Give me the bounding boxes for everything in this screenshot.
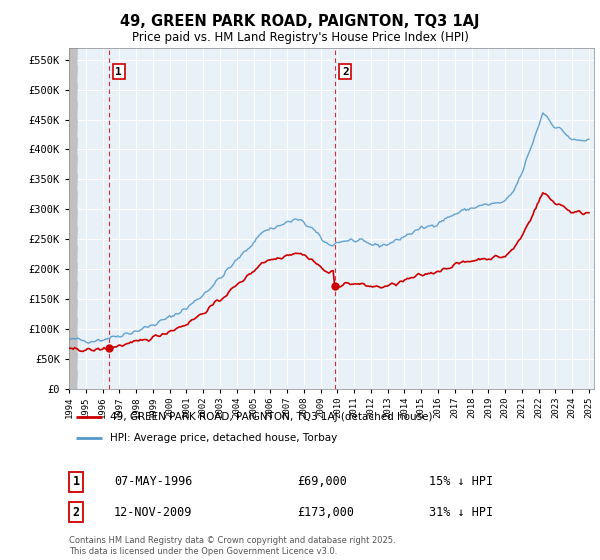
Text: 1: 1 (73, 475, 80, 488)
Text: £173,000: £173,000 (297, 506, 354, 519)
Text: 12-NOV-2009: 12-NOV-2009 (114, 506, 193, 519)
Text: 49, GREEN PARK ROAD, PAIGNTON, TQ3 1AJ: 49, GREEN PARK ROAD, PAIGNTON, TQ3 1AJ (120, 14, 480, 29)
Text: 07-MAY-1996: 07-MAY-1996 (114, 475, 193, 488)
Text: 1: 1 (115, 67, 122, 77)
Text: 2: 2 (73, 506, 80, 519)
Text: 15% ↓ HPI: 15% ↓ HPI (429, 475, 493, 488)
Text: HPI: Average price, detached house, Torbay: HPI: Average price, detached house, Torb… (110, 433, 337, 443)
Text: 2: 2 (342, 67, 349, 77)
Text: Contains HM Land Registry data © Crown copyright and database right 2025.
This d: Contains HM Land Registry data © Crown c… (69, 536, 395, 556)
Text: Price paid vs. HM Land Registry's House Price Index (HPI): Price paid vs. HM Land Registry's House … (131, 31, 469, 44)
Text: £69,000: £69,000 (297, 475, 347, 488)
Text: 49, GREEN PARK ROAD, PAIGNTON, TQ3 1AJ (detached house): 49, GREEN PARK ROAD, PAIGNTON, TQ3 1AJ (… (110, 412, 433, 422)
Text: 31% ↓ HPI: 31% ↓ HPI (429, 506, 493, 519)
